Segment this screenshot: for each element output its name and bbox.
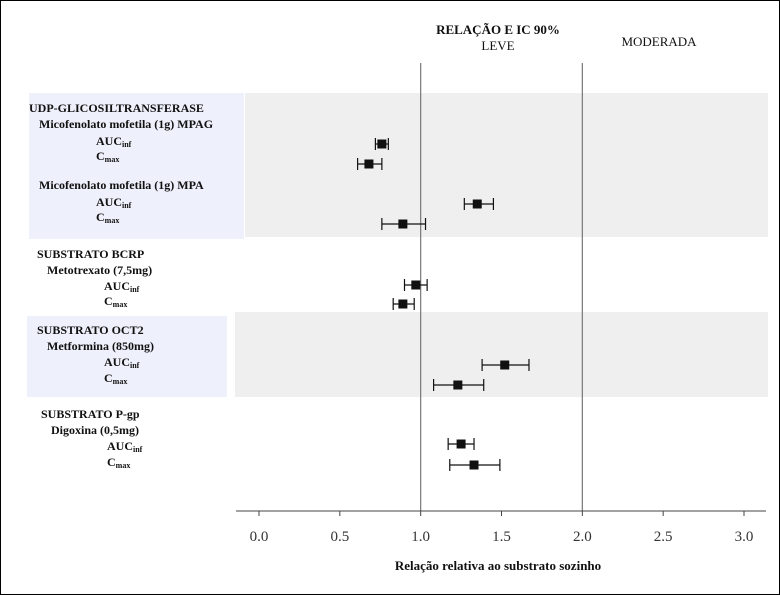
subgroup-label: Metformina (850mg) bbox=[47, 339, 154, 353]
point-estimate bbox=[456, 439, 466, 449]
point-estimate bbox=[398, 299, 408, 309]
row-label-auc-inf: AUCinf bbox=[104, 279, 140, 294]
subgroup-label: Metotrexato (7,5mg) bbox=[47, 263, 153, 277]
row-label-auc-inf: AUCinf bbox=[104, 355, 140, 370]
shaded-band-2 bbox=[235, 312, 768, 397]
x-tick-label: 0.0 bbox=[250, 529, 269, 545]
x-tick-label: 2.5 bbox=[654, 529, 673, 545]
subgroup-label: Digoxina (0,5mg) bbox=[51, 423, 139, 437]
group-header: SUBSTRATO OCT2 bbox=[37, 323, 144, 337]
group-header: UDP-GLICOSILTRANSFERASE bbox=[29, 101, 204, 115]
row-label-auc-inf: AUCinf bbox=[96, 195, 132, 210]
point-estimate bbox=[453, 380, 463, 390]
point-estimate bbox=[411, 280, 421, 290]
group-header: SUBSTRATO BCRP bbox=[37, 247, 145, 261]
point-estimate bbox=[377, 139, 387, 149]
x-tick-label: 3.0 bbox=[735, 529, 754, 545]
row-label-c-max: Cmax bbox=[107, 455, 131, 470]
row-label-auc-inf: AUCinf bbox=[107, 439, 143, 454]
group-header: SUBSTRATO P-gp bbox=[41, 407, 140, 421]
label-band-1 bbox=[29, 93, 244, 239]
row-label-auc-inf: AUCinf bbox=[96, 134, 132, 149]
subgroup-label: Micofenolato mofetila (1g) MPAG bbox=[39, 117, 214, 131]
chart-title: RELAÇÃO E IC 90% bbox=[436, 22, 560, 37]
shaded-band-1 bbox=[245, 93, 768, 237]
x-axis-label: Relação relativa ao substrato sozinho bbox=[395, 558, 601, 573]
zone-label-leve: LEVE bbox=[481, 38, 514, 53]
subgroup-label: Micofenolato mofetila (1g) MPA bbox=[39, 178, 204, 192]
x-tick-label: 1.5 bbox=[492, 529, 511, 545]
point-estimate bbox=[398, 219, 408, 229]
row-label-c-max: Cmax bbox=[104, 294, 128, 309]
point-estimate bbox=[364, 159, 374, 169]
point-estimate bbox=[500, 360, 510, 370]
point-estimate bbox=[472, 199, 482, 209]
x-tick-label: 2.0 bbox=[573, 529, 592, 545]
row-label-c-max: Cmax bbox=[96, 210, 120, 225]
row-label-c-max: Cmax bbox=[104, 371, 128, 386]
label-band-2 bbox=[27, 316, 227, 397]
x-tick-label: 1.0 bbox=[411, 529, 430, 545]
zone-label-moderada: MODERADA bbox=[621, 34, 697, 49]
x-tick-label: 0.5 bbox=[330, 529, 349, 545]
point-estimate bbox=[469, 460, 479, 470]
row-label-c-max: Cmax bbox=[96, 149, 120, 164]
